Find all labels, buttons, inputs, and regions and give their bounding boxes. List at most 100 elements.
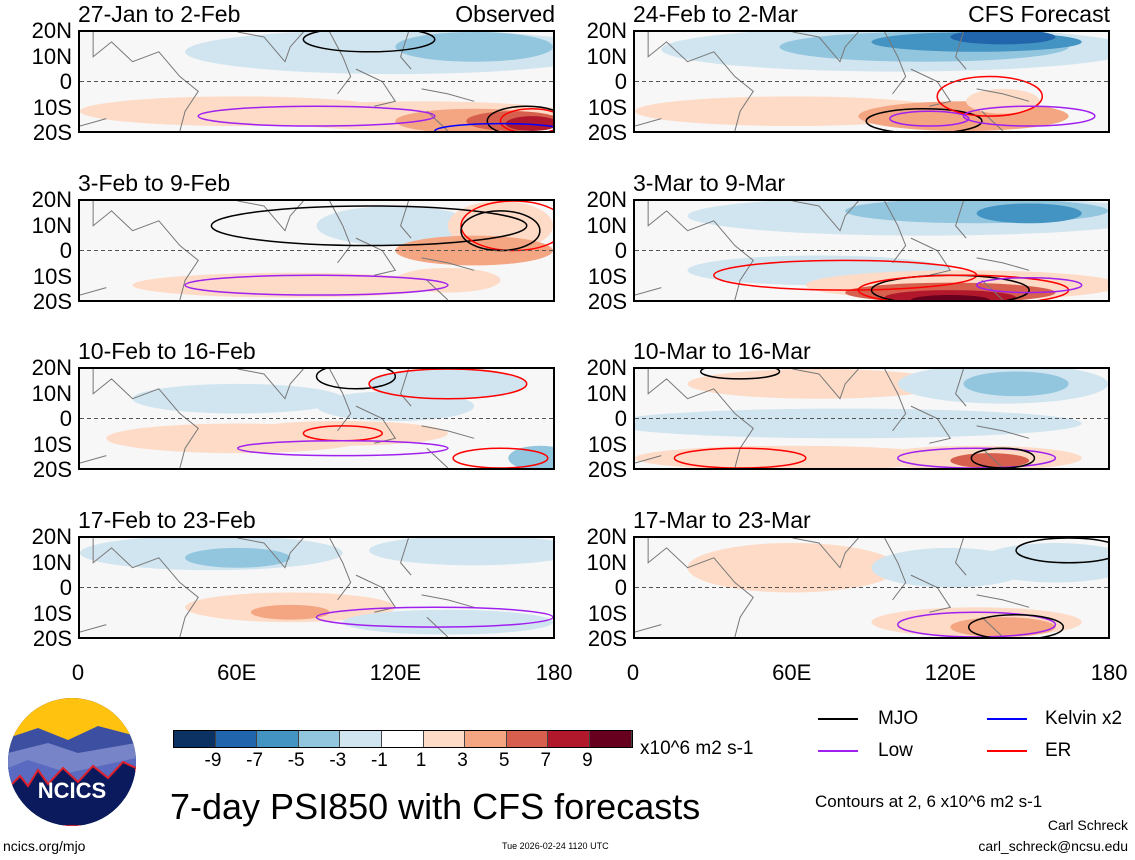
x-tick: 60E [217,660,257,685]
panel-title-5: 10-Mar to 16-Mar [633,338,811,364]
panel-title-0: 27-Jan to 2-Feb [78,1,241,27]
wave-contour [866,109,982,131]
y-tick: 20N [586,524,627,549]
wave-contour [369,369,527,399]
y-tick: 10S [587,600,627,626]
y-tick: 20S [32,289,72,314]
colorbar-swatch [174,731,216,747]
wave-contour [198,106,435,126]
panel-title-6: 17-Feb to 23-Feb [78,507,256,533]
colorbar-swatch [340,731,382,747]
anomaly-blob [250,604,330,620]
anomaly-blob [237,420,448,446]
wave-contour [898,448,1056,468]
wave-contour [890,111,969,126]
colorbar-swatch [589,731,632,747]
y-tick: 20N [31,187,72,212]
colorbar-swatch [215,731,258,747]
y-tick: 20S [587,626,627,651]
colorbar-swatch [506,731,549,747]
anomaly-blob [687,369,951,399]
colorbar-label: -5 [287,750,305,771]
anomaly-blob [185,547,291,568]
wave-contour [674,448,805,468]
legend-mjo-line [818,718,858,720]
legend-low-line [818,750,858,752]
map-panel-6 [78,536,555,639]
colorbar-unit: x10^6 m2 s-1 [640,738,754,759]
site-link[interactable]: ncics.org/mjo [3,838,86,854]
y-tick: 0 [614,406,627,431]
wave-contour [898,612,1056,637]
panel-title-3: 3-Mar to 9-Mar [633,170,786,196]
colorbar [173,730,633,748]
coastline [635,32,1029,131]
y-tick: 20S [587,457,627,482]
colorbar-swatch [381,731,424,747]
y-tick: 10S [32,263,72,289]
y-tick: 20N [586,355,627,380]
colorbar-label: 1 [415,750,427,771]
wave-contour [500,109,553,131]
wave-contour [977,278,1082,293]
panel-title-1: 24-Feb to 2-Mar [633,1,798,27]
x-tick: 180 [1090,660,1128,685]
legend-kelvin-line [987,718,1027,720]
anomaly-blob [132,383,343,414]
anomaly-blob [950,453,1030,468]
colorbar-swatch [257,731,299,747]
colorbar-label: 5 [498,750,510,771]
y-tick: 20N [31,355,72,380]
anomaly-blob [976,542,1108,583]
y-tick: 0 [59,69,72,94]
y-tick: 20S [32,457,72,482]
x-tick: 120E [924,660,977,685]
panel-title-2: 3-Feb to 9-Feb [78,170,231,196]
map-panel-2 [78,199,555,302]
panel-title-7: 17-Mar to 23-Mar [633,507,811,533]
colorbar-label: -7 [246,750,264,771]
coastline [80,369,474,468]
colorbar-swatch [465,731,507,747]
anomaly-blob [395,267,501,293]
y-tick: 10S [587,94,627,120]
y-tick: 20N [31,524,72,549]
y-tick: 10N [586,43,627,69]
panel-label-1: CFS Forecast [968,1,1110,27]
y-tick: 10N [31,549,72,575]
legend-mjo: MJO [878,708,919,729]
wave-contour [461,201,553,251]
anomaly-blob [910,295,990,300]
anomaly-blob [316,391,475,421]
wave-contour [971,448,1034,468]
y-tick: 20S [587,120,627,145]
map-panel-5 [633,367,1110,470]
colorbar-label: 3 [457,750,468,771]
wave-contour [963,106,1094,126]
coastline [80,32,474,131]
map-panel-4 [78,367,555,470]
panel-label-0: Observed [455,1,555,27]
coastline [635,369,1029,468]
y-tick: 10S [587,263,627,289]
wave-contour [185,275,448,295]
y-tick: 0 [614,575,627,600]
ncics-logo: NCICS [8,698,136,826]
wave-contour [317,607,554,627]
y-tick: 20N [586,187,627,212]
y-tick: 0 [59,406,72,431]
contours-note: Contours at 2, 6 x10^6 m2 s-1 [815,792,1043,811]
y-tick: 10S [32,431,72,457]
figure-title: 7-day PSI850 with CFS forecasts [170,786,701,827]
logo-text: NCICS [37,778,107,803]
colorbar-label: 7 [540,750,552,771]
anomaly-blob [966,88,1040,114]
legend-er: ER [1045,740,1072,761]
colorbar-label: 9 [582,750,593,771]
x-tick: 120E [369,660,422,685]
legend-er-line [987,750,1027,752]
timestamp: Tue 2026-02-24 1120 UTC [502,841,609,851]
panel-title-4: 10-Feb to 16-Feb [78,338,256,364]
y-tick: 0 [614,69,627,94]
anomaly-blob [369,538,553,566]
